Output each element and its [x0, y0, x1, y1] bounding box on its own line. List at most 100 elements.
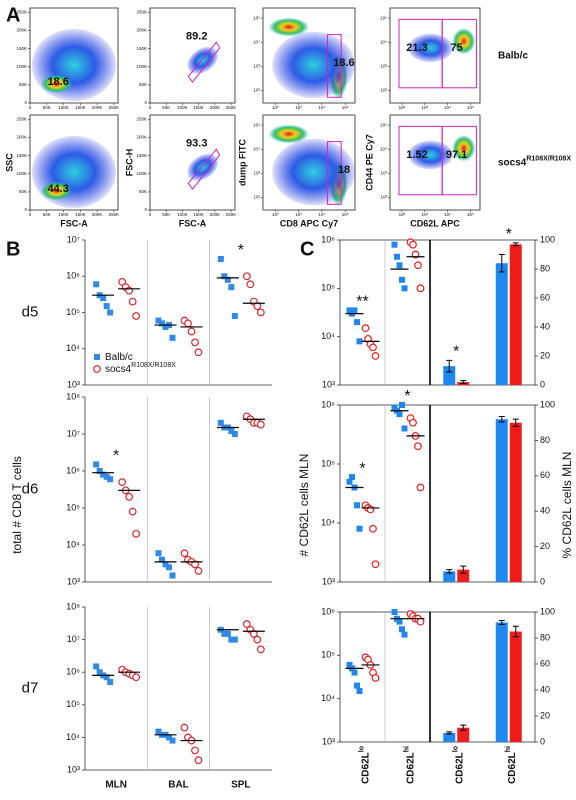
- density-blob: [40, 181, 73, 201]
- data-point: [253, 635, 262, 644]
- x-tick-label: 100K: [58, 105, 69, 110]
- data-point: [118, 478, 127, 487]
- y-tick-label: 10⁴: [66, 732, 80, 742]
- data-point: [128, 297, 137, 306]
- data-point: [169, 334, 176, 341]
- x-tick-label: 10⁴: [444, 212, 451, 217]
- x-tick-label: CD62Llo: [359, 746, 371, 784]
- data-point: [194, 756, 203, 765]
- data-point: [191, 746, 199, 755]
- data-point: [396, 262, 403, 269]
- data-point: [371, 352, 380, 360]
- data-point: [391, 609, 398, 615]
- y-tick-label: 10⁵: [321, 283, 335, 293]
- y-tick-label: 10⁶: [321, 234, 335, 244]
- y-tick-label: 10⁵: [66, 307, 80, 317]
- y-tick-label: 100K: [16, 64, 27, 69]
- gate-percentage: 1.52: [406, 149, 427, 161]
- data-point: [371, 674, 380, 682]
- gate-percentage: 18.6: [47, 76, 68, 88]
- data-point: [349, 474, 355, 481]
- y-tick-label: 10³: [67, 379, 80, 389]
- error-bar: [498, 416, 505, 423]
- data-point: [409, 418, 417, 427]
- y-tick-label: 10⁸: [66, 391, 80, 401]
- significance-mark: *: [453, 344, 459, 361]
- x-tick-label: 10⁴: [444, 105, 451, 110]
- bar: [443, 571, 456, 582]
- y2-tick-label: 80: [540, 435, 550, 445]
- significance-mark: *: [238, 242, 244, 259]
- data-point: [217, 419, 224, 426]
- data-point: [346, 478, 353, 485]
- y-axis-label: # CD62L cells MLN: [297, 454, 311, 557]
- bar: [443, 732, 456, 742]
- row-title: d6: [22, 480, 39, 497]
- y-tick-label: 10³: [67, 764, 80, 774]
- y-tick-label: 100K: [136, 171, 147, 176]
- gate-percentage: 89.2: [186, 30, 207, 42]
- x-axis-label: CD8 APC Cy7: [280, 218, 338, 228]
- row-label: socs4R108X/R108X: [498, 156, 571, 168]
- text-part: CD62L: [454, 752, 465, 784]
- data-point: [184, 319, 192, 328]
- text-part: CD62L: [506, 752, 517, 784]
- x-tick-label: 250K: [226, 105, 237, 110]
- legend-label: Balb/c: [105, 352, 133, 363]
- data-point: [159, 556, 165, 563]
- y-tick-label: 250K: [136, 10, 147, 15]
- data-point: [93, 281, 100, 288]
- y-tick-label: 150K: [16, 153, 27, 158]
- superscript: hi: [505, 746, 512, 752]
- gate: [326, 141, 342, 205]
- y-tick-label: 10⁵: [380, 15, 387, 20]
- density-blob: [40, 74, 73, 94]
- text-part: Balb/c: [498, 50, 528, 61]
- x-tick-label: 100K: [58, 212, 69, 217]
- y-tick-label: 0: [24, 207, 27, 212]
- y-tick-label: 0: [24, 100, 27, 105]
- significance-mark: *: [506, 226, 512, 243]
- y2-tick-label: 40: [540, 684, 550, 694]
- x-tick-label: 50K: [162, 105, 170, 110]
- density-blob: [187, 153, 219, 181]
- y-tick-label: 10⁷: [67, 428, 80, 438]
- bar: [495, 622, 508, 742]
- y2-tick-label: 100: [540, 399, 555, 409]
- data-point: [228, 428, 235, 435]
- y2-tick-label: 0: [540, 379, 545, 389]
- x-tick-label: 10⁵: [342, 105, 349, 110]
- panel-label: C: [300, 238, 314, 260]
- significance-mark: *: [113, 448, 119, 465]
- error-bar: [460, 724, 467, 731]
- data-point: [416, 284, 425, 293]
- data-point: [93, 663, 100, 670]
- y-axis-label: CD44 PE Cy7: [364, 134, 374, 191]
- y-tick-label: 10³: [322, 379, 335, 389]
- gate-percentage: 97.1: [446, 149, 467, 161]
- y-tick-label: 200K: [136, 28, 147, 33]
- text-part: Balb/c: [105, 352, 133, 363]
- bar: [509, 244, 522, 385]
- data-point: [169, 572, 176, 579]
- y-axis-label: dump FITC: [237, 139, 247, 186]
- y-tick-label: 10⁴: [380, 146, 387, 151]
- text-part: CD62L: [360, 752, 371, 784]
- data-point: [155, 728, 162, 735]
- data-point: [96, 468, 103, 474]
- data-point: [217, 255, 224, 262]
- y2-tick-label: 100: [540, 606, 555, 616]
- y-axis-label: FSC-H: [124, 149, 134, 177]
- data-point: [128, 507, 137, 516]
- y-tick-label: 10²: [380, 88, 387, 93]
- text-part: socs4: [105, 364, 132, 375]
- y-tick-label: 200K: [16, 135, 27, 140]
- y2-axis-label: % CD62L cells MLN: [560, 452, 574, 559]
- x-tick-label: 10⁴: [318, 212, 325, 217]
- x-tick-label: CD62Lhi: [505, 746, 517, 784]
- y-tick-label: 10⁷: [67, 634, 80, 644]
- data-point: [107, 476, 114, 483]
- data-point: [391, 241, 398, 248]
- x-tick-label: 50K: [162, 212, 170, 217]
- plot-frame: [339, 404, 536, 583]
